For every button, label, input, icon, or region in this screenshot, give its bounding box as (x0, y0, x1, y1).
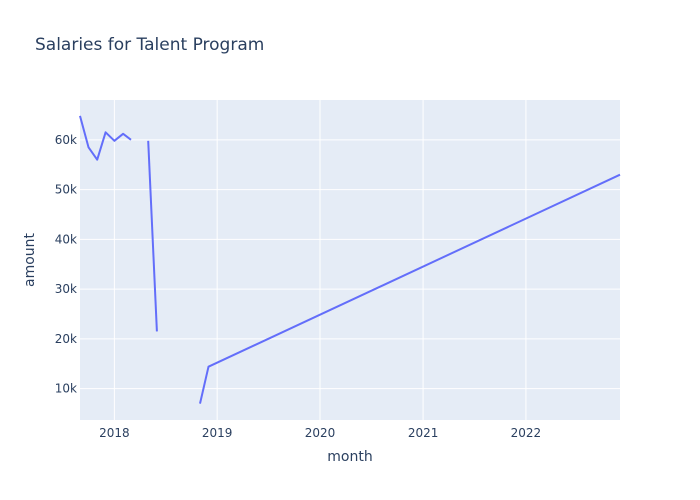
series-line-segment (79, 115, 132, 161)
y-tick-label: 30k (55, 282, 77, 296)
y-axis-ticks: 10k 20k 30k 40k 50k 60k (55, 133, 77, 396)
series-line-segment (147, 140, 158, 332)
x-axis-title: month (327, 449, 372, 465)
plot-area (80, 100, 620, 420)
grid-lines (80, 100, 620, 420)
x-tick-label: 2021 (408, 426, 439, 440)
y-tick-label: 10k (55, 382, 77, 396)
x-tick-label: 2020 (305, 426, 336, 440)
chart-title: Salaries for Talent Program (35, 35, 264, 55)
y-tick-label: 20k (55, 332, 77, 346)
y-tick-label: 50k (55, 183, 77, 197)
y-tick-label: 40k (55, 232, 77, 246)
x-axis-ticks: 2018 2019 2020 2021 2022 (99, 426, 541, 440)
x-tick-label: 2018 (99, 426, 130, 440)
series-line-segment (199, 173, 621, 404)
y-tick-label: 60k (55, 133, 77, 147)
y-axis-title: amount (22, 232, 38, 287)
x-tick-label: 2022 (511, 426, 542, 440)
series-lines (79, 115, 621, 404)
x-tick-label: 2019 (202, 426, 233, 440)
